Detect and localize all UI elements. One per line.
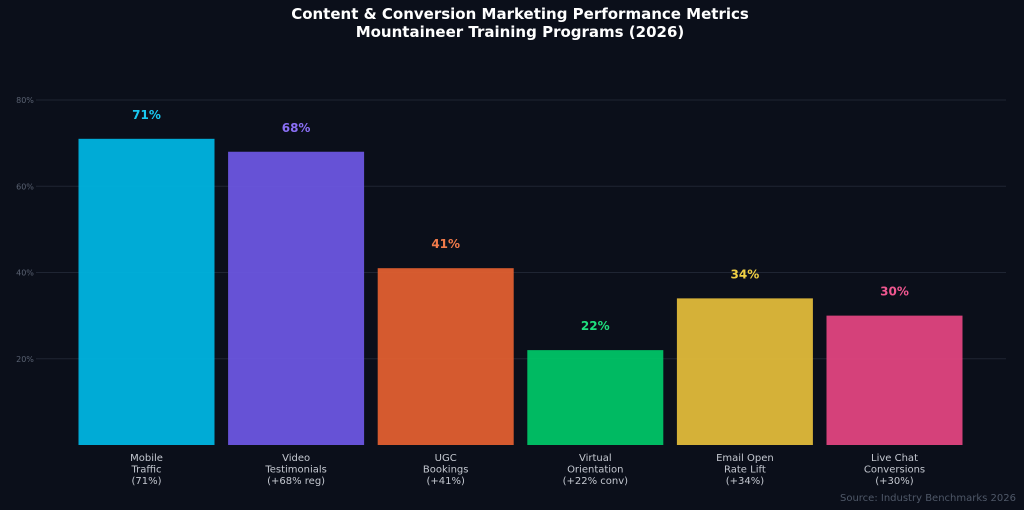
y-tick-label: 60%: [16, 182, 34, 191]
bar: [826, 315, 963, 445]
bar: [228, 151, 365, 445]
value-labels: 71% 68% 41% 22% 34% 30%: [132, 108, 909, 333]
bar-value-label: 34%: [731, 267, 760, 281]
y-tick-label: 40%: [16, 269, 34, 278]
bars: [78, 138, 963, 445]
x-axis-labels: Mobile Traffic (71%) Video Testimonials (+68%…: [130, 453, 925, 487]
bar-value-label: 41%: [431, 237, 460, 251]
bar: [527, 350, 664, 445]
bar: [78, 138, 215, 445]
bar: [377, 268, 514, 445]
y-axis-ticks: 20% 40% 60% 80%: [16, 96, 34, 364]
chart-subtitle: Mountaineer Training Programs (2026): [356, 23, 685, 41]
category-label: Live Chat Conversions (+30%): [864, 453, 925, 487]
category-label: UGC Bookings (+41%): [423, 453, 469, 487]
bar: [676, 298, 813, 445]
source-note: Source: Industry Benchmarks 2026: [840, 493, 1016, 504]
category-label: Video Testimonials (+68% reg): [264, 453, 327, 487]
y-tick-label: 80%: [16, 96, 34, 105]
category-label: Email Open Rate Lift (+34%): [716, 453, 774, 487]
bar-value-label: 68%: [282, 121, 311, 135]
bar-value-label: 22%: [581, 319, 610, 333]
category-label: Mobile Traffic (71%): [130, 453, 163, 487]
bar-value-label: 30%: [880, 285, 909, 299]
bar-value-label: 71%: [132, 108, 161, 122]
y-tick-label: 20%: [16, 355, 34, 364]
chart-title: Content & Conversion Marketing Performan…: [291, 5, 749, 23]
category-label: Virtual Orientation (+22% conv): [563, 453, 629, 487]
